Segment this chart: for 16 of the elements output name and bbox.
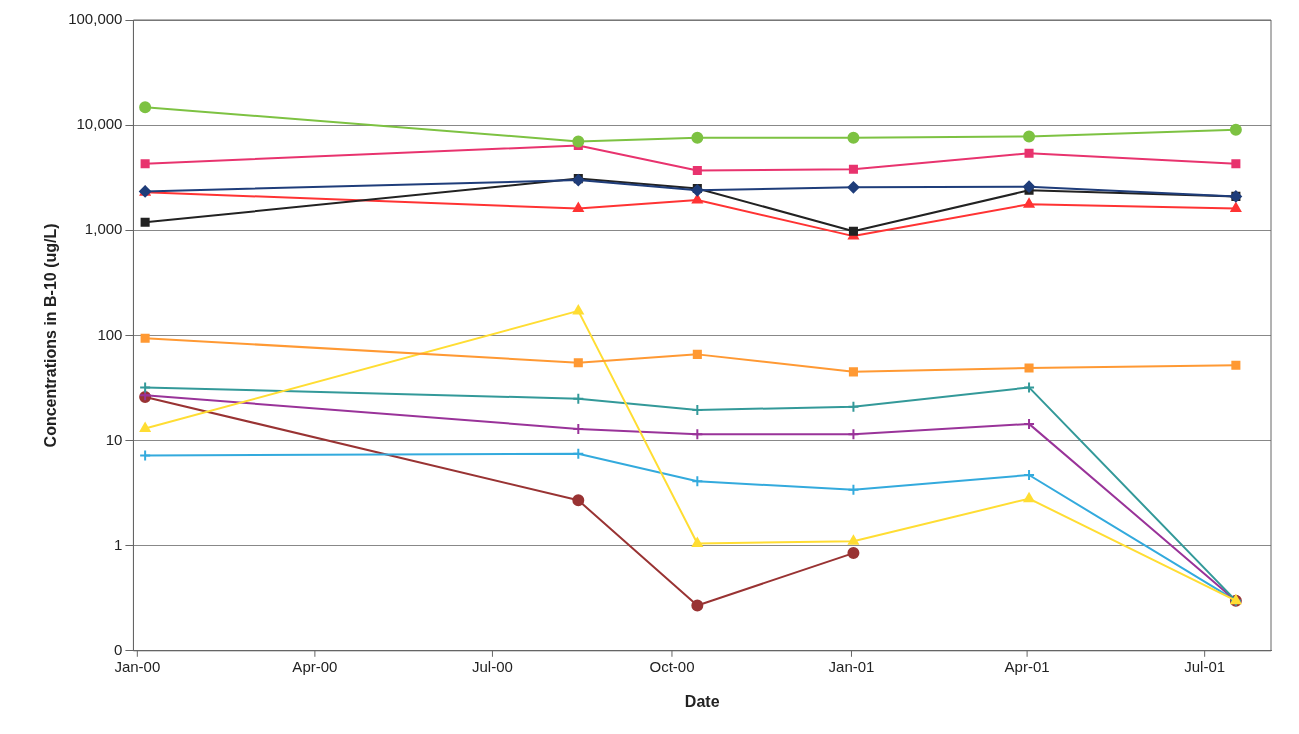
x-tick-label: Jan-01 [828, 658, 875, 676]
x-axis-title: Date [684, 692, 720, 710]
y-tick-label: 10,000 [76, 115, 123, 133]
x-tick-label: Apr-01 [1004, 658, 1050, 676]
x-tick-label: Jul-00 [472, 658, 513, 676]
x-tick-label: Jul-01 [1184, 658, 1226, 676]
x-tick-label: Apr-00 [292, 658, 338, 676]
y-tick-label: 100,000 [68, 10, 123, 28]
y-tick-label: 0 [114, 640, 123, 658]
x-tick-label: Oct-00 [649, 658, 695, 676]
x-tick-label: Jan-00 [114, 658, 161, 676]
y-tick-label: 10 [105, 430, 123, 448]
y-axis-title: Concentrations in B-10 (ug/L) [42, 223, 60, 448]
y-tick-label: 1,000 [84, 220, 123, 238]
y-tick-label: 1 [114, 535, 123, 553]
y-tick-label: 100 [97, 325, 123, 343]
